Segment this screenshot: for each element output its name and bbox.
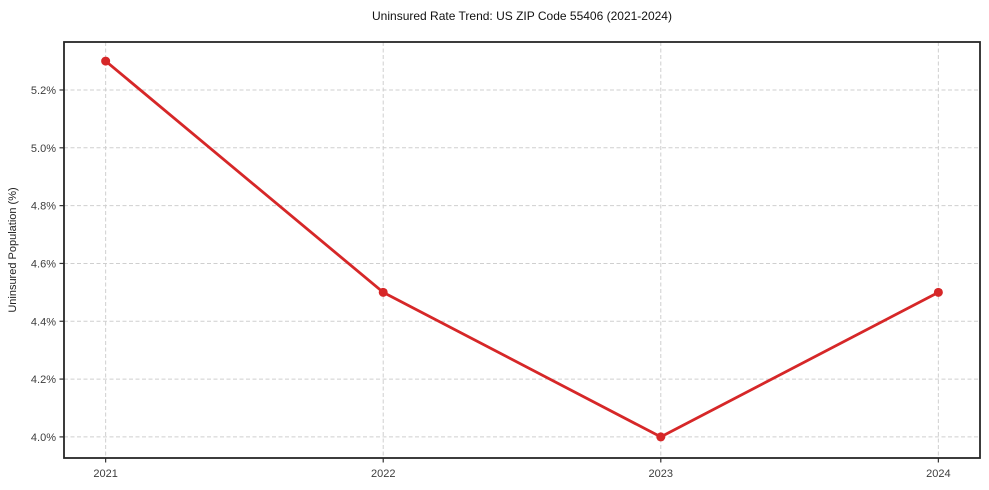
x-tick-label: 2022: [371, 468, 395, 480]
trend-line: [104, 59, 940, 439]
y-tick-label: 4.6%: [31, 258, 56, 270]
y-axis-label: Uninsured Population (%): [7, 187, 19, 313]
data-point: [656, 432, 666, 442]
x-tick-label: 2023: [649, 468, 673, 480]
chart-title: Uninsured Rate Trend: US ZIP Code 55406 …: [372, 9, 672, 23]
plot-border: [63, 41, 981, 459]
x-tick-label: 2021: [93, 468, 117, 480]
y-tick-label: 4.8%: [31, 201, 56, 213]
data-point: [101, 56, 111, 66]
y-tick-label: 4.0%: [31, 432, 56, 444]
data-point: [933, 287, 943, 297]
y-tick-label: 4.2%: [31, 374, 56, 386]
y-tick-label: 5.2%: [31, 85, 56, 97]
y-tick-label: 4.4%: [31, 316, 56, 328]
x-tick-label: 2024: [926, 468, 950, 480]
data-point: [378, 287, 388, 297]
y-tick-label: 5.0%: [31, 143, 56, 155]
